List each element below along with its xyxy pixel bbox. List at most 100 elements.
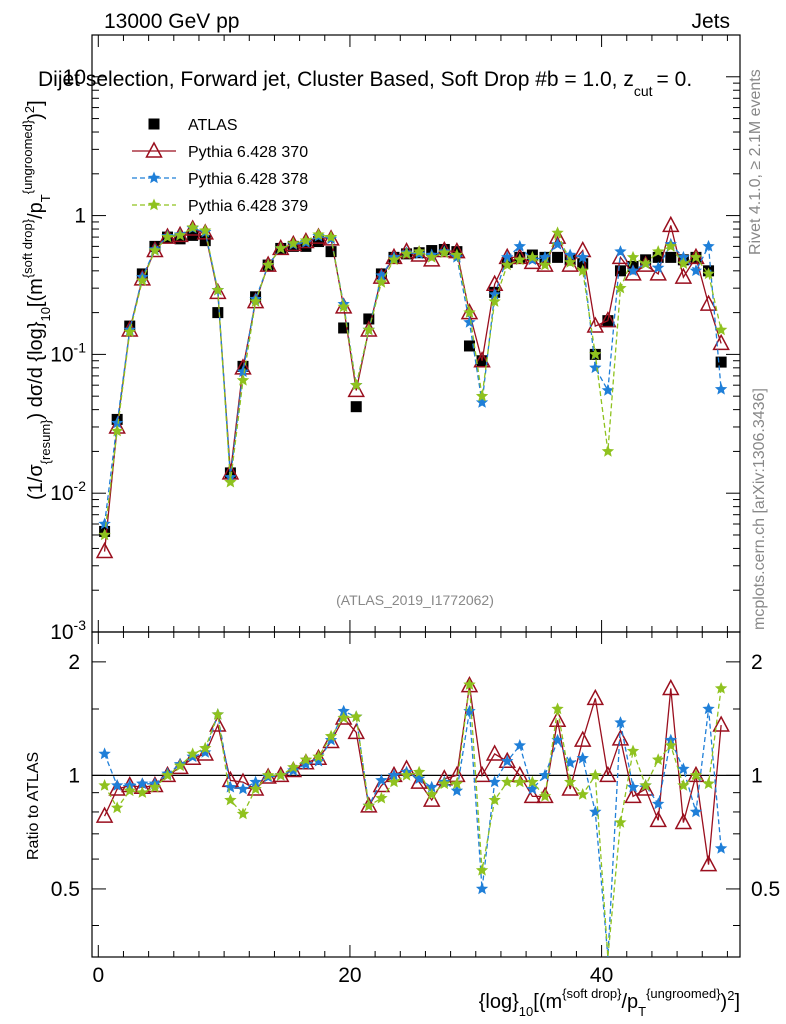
ratio-point [611, 729, 630, 746]
data-point [236, 373, 250, 386]
zcut-subscript: cut [634, 83, 653, 99]
data-point [148, 244, 162, 256]
data-point [526, 250, 539, 263]
ratio-point [324, 729, 338, 742]
data-point [561, 255, 579, 272]
data-point [274, 241, 287, 254]
plot-title: Dijet selection, Forward jet, Cluster Ba… [38, 68, 692, 99]
ratio-point [548, 710, 567, 728]
data-point [714, 382, 728, 395]
data-point [665, 251, 677, 263]
ratio-point [375, 773, 388, 786]
data-point [513, 239, 526, 252]
ratio-point [702, 777, 715, 790]
ratio-point [108, 779, 126, 796]
ratio-point [564, 775, 577, 788]
ratio-point [712, 715, 730, 732]
series-atlas [99, 229, 727, 537]
ratio-point [586, 688, 605, 706]
data-point [614, 265, 626, 277]
ratio-point [626, 744, 640, 757]
data-point [387, 253, 401, 266]
ratio-point [274, 768, 287, 781]
data-point [538, 250, 552, 263]
ratio-point [111, 779, 124, 791]
data-point [662, 215, 680, 233]
data-point [652, 251, 664, 263]
ratio-point [299, 757, 313, 770]
ratio-point [526, 782, 539, 795]
data-point [702, 267, 715, 280]
ratio-tick-label-left: 2 [68, 651, 80, 674]
ratio-point [123, 784, 136, 797]
y-tick-label: 10-1 [50, 339, 86, 366]
ratio-point [485, 744, 504, 761]
ratio-point [614, 716, 627, 728]
ratio-point [347, 722, 365, 740]
legend-label: Pythia 6.428 370 [188, 144, 308, 161]
ratio-point [677, 779, 690, 791]
data-point [400, 247, 413, 260]
legend-item: Pythia 6.428 379 [132, 198, 308, 215]
data-point [564, 255, 577, 268]
data-point [224, 475, 237, 488]
ratio-point [337, 711, 350, 724]
data-point [463, 340, 475, 352]
process-label: Jets [691, 10, 730, 33]
ratio-point [450, 777, 464, 790]
legend-label: Pythia 6.428 378 [188, 171, 308, 188]
data-point [287, 236, 300, 249]
data-point [636, 255, 655, 272]
ratio-point [211, 708, 224, 720]
ratio-point [714, 682, 728, 694]
data-point [413, 245, 426, 257]
data-point [523, 252, 542, 270]
data-point [312, 228, 325, 240]
y-tick-label: 10-2 [50, 478, 86, 505]
ratio-point [387, 768, 401, 781]
series-pythia-6-428-379 [98, 221, 728, 541]
ratio-point [689, 768, 703, 781]
data-point [262, 258, 275, 271]
data-point [589, 361, 602, 374]
data-point [501, 258, 514, 271]
ratio-point [186, 747, 199, 760]
legend-marker [148, 118, 160, 130]
data-point [552, 251, 564, 263]
ratio-point [322, 731, 340, 749]
y-tick-label: 10-3 [50, 617, 86, 644]
ratio-point [475, 863, 489, 876]
top-panel-series [95, 215, 730, 559]
data-point [249, 295, 262, 307]
data-point [199, 235, 211, 247]
mcplots-reference: mcplots.cern.ch [arXiv:1306.3436] [751, 388, 768, 630]
ratio-point [413, 772, 426, 784]
x-tick-label: 40 [590, 964, 613, 987]
data-point [95, 541, 114, 559]
ratio-point [148, 780, 162, 793]
legend-marker [145, 141, 163, 158]
ratio-point [236, 807, 250, 820]
analysis-id: (ATLAS_2019_I1772062) [336, 592, 494, 608]
ratio-pythia-6-428-378 [98, 702, 728, 958]
ratio-point [626, 780, 640, 793]
data-point [363, 313, 375, 325]
ratio-point [337, 704, 350, 717]
ratio-point [224, 780, 237, 793]
ratio-point [475, 882, 489, 895]
data-point [699, 294, 718, 311]
data-point [639, 257, 652, 269]
x-axis-label: {log}10[(m{soft drop}/pT{ungroomed})2] [479, 986, 740, 1019]
data-point [475, 389, 489, 402]
ratio-point [362, 799, 375, 812]
legend-marker [147, 198, 161, 211]
series-pythia-6-428-378 [98, 221, 728, 530]
energy-label: 13000 GeV pp [104, 10, 239, 33]
ratio-point [463, 704, 476, 717]
ratio-point [664, 739, 677, 751]
ratio-point [589, 805, 602, 818]
ratio-point [136, 777, 149, 790]
ratio-point [422, 790, 441, 807]
data-point [601, 383, 615, 396]
